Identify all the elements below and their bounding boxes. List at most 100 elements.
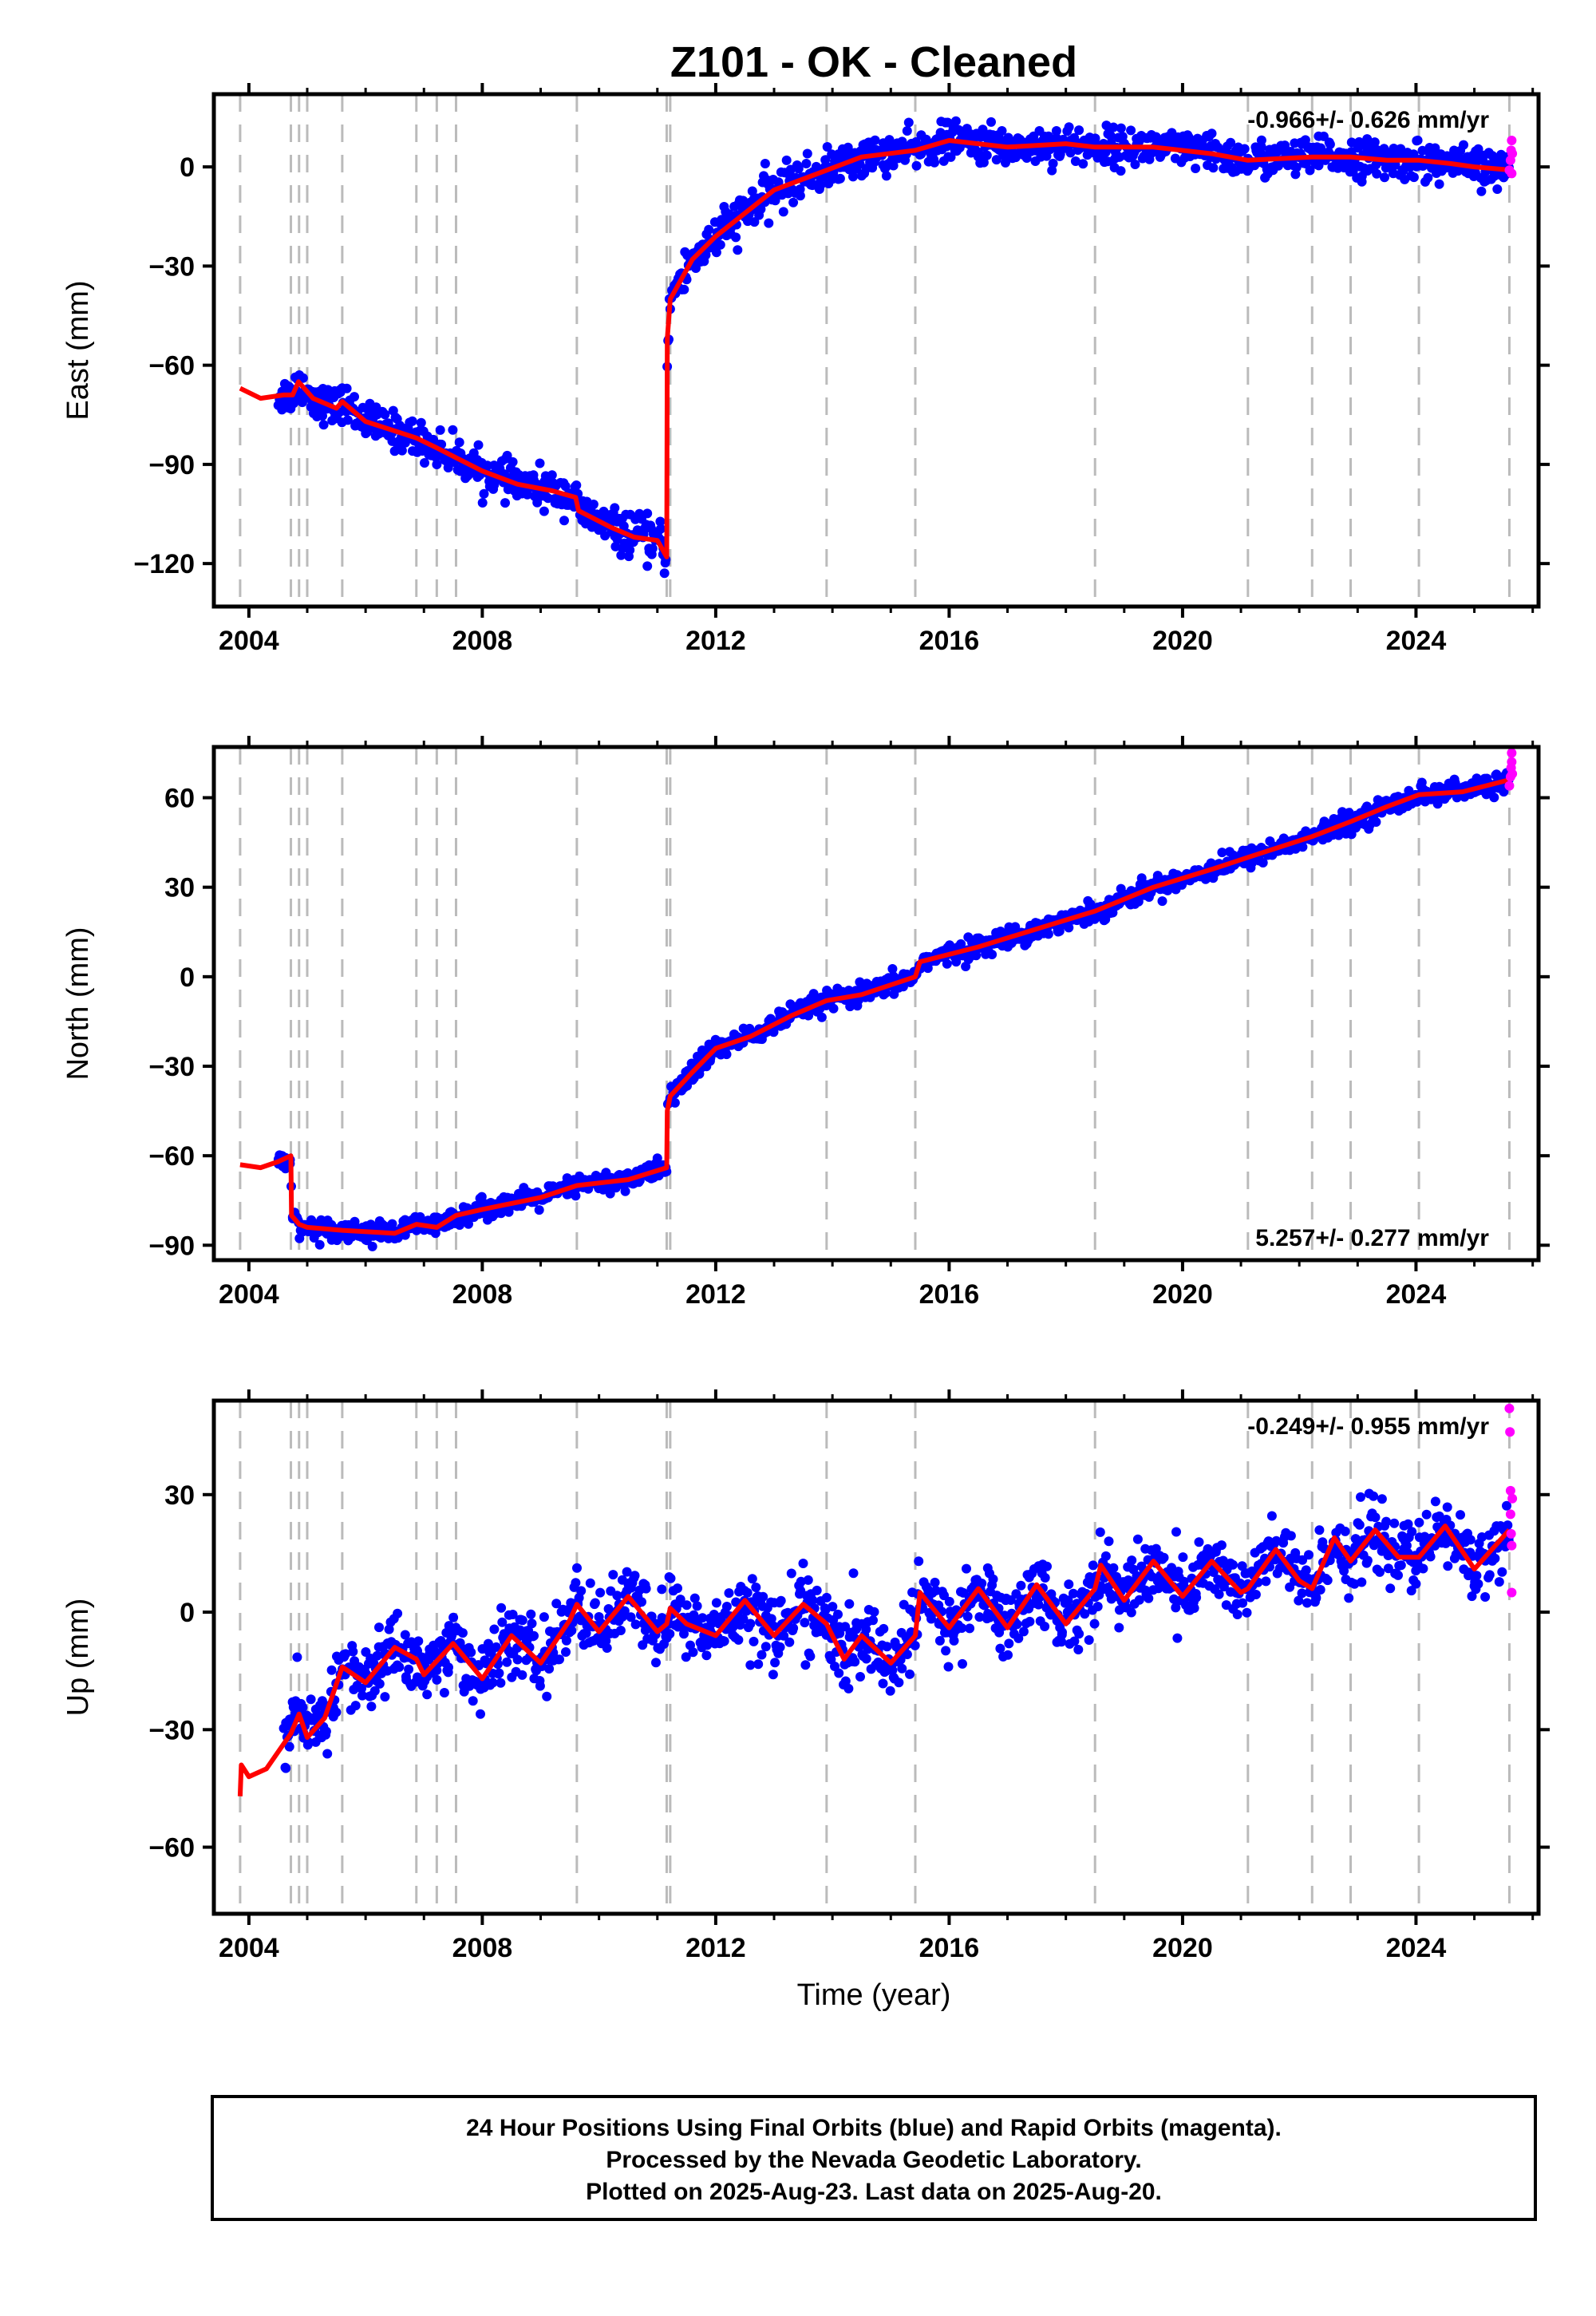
data-point (372, 1650, 382, 1661)
data-point (1468, 1551, 1478, 1561)
data-point (760, 1642, 771, 1652)
data-point (724, 1588, 734, 1599)
data-point (476, 1192, 487, 1202)
data-point (946, 152, 956, 162)
data-point (798, 1559, 808, 1568)
data-point (764, 218, 774, 228)
data-point (1105, 131, 1116, 141)
x-tick-label: 2016 (919, 1933, 980, 1963)
data-point (834, 1668, 844, 1678)
east-panel: 2004 2008 2012 2016 2020 2024 −120 −90 −60 −30 0 Ea… (61, 83, 1550, 656)
rapid-orbit-point (1507, 168, 1517, 179)
y-tick-label: 30 (164, 1480, 195, 1511)
data-point (930, 1577, 940, 1587)
data-point (494, 1668, 504, 1678)
data-point (618, 521, 629, 532)
data-point (1499, 787, 1509, 797)
y-tick-label: 60 (164, 784, 195, 814)
data-point (808, 1595, 818, 1606)
data-point (448, 425, 458, 435)
data-point (675, 1595, 685, 1605)
data-point (828, 1003, 839, 1014)
data-point (588, 500, 598, 509)
rapid-orbit-point (1504, 1403, 1515, 1413)
data-point (466, 1647, 476, 1658)
data-point (1063, 1595, 1073, 1606)
data-point (681, 1600, 692, 1611)
data-point (559, 516, 569, 526)
data-point (910, 1640, 920, 1650)
data-point (977, 1579, 987, 1588)
data-point (822, 142, 832, 152)
data-point (1406, 1586, 1416, 1596)
data-point (1442, 1502, 1452, 1512)
data-point (1191, 1592, 1202, 1603)
data-point (560, 481, 571, 492)
data-point (571, 480, 582, 490)
data-point (704, 224, 714, 235)
model-fit-line (239, 777, 1511, 1236)
data-point (1189, 1603, 1199, 1613)
x-axis-label: Time (year) (797, 1978, 951, 2012)
data-point (1497, 1567, 1507, 1577)
data-point (1074, 125, 1084, 136)
data-point (1042, 1561, 1052, 1571)
data-point (793, 164, 804, 174)
data-point (1214, 1589, 1224, 1599)
data-point (380, 409, 390, 420)
data-point (1116, 166, 1126, 176)
data-point (1013, 1633, 1024, 1643)
data-point (719, 1636, 729, 1646)
data-point (803, 1575, 813, 1585)
data-point (397, 445, 407, 456)
data-point (656, 524, 666, 534)
data-point (1136, 873, 1147, 883)
x-tick-label: 2012 (685, 1933, 746, 1963)
data-point (779, 1630, 789, 1641)
data-point (673, 1583, 682, 1594)
data-point (738, 1614, 749, 1624)
data-point (982, 150, 992, 160)
data-point (342, 415, 353, 425)
data-point (887, 1665, 898, 1675)
data-point (1064, 122, 1074, 132)
data-point (965, 1623, 975, 1634)
data-point (843, 142, 853, 152)
data-point (747, 1574, 757, 1584)
y-tick-label: 30 (164, 873, 195, 903)
data-point (517, 1670, 527, 1680)
data-point (697, 1613, 708, 1623)
data-point (1258, 858, 1268, 868)
data-point (512, 1654, 523, 1665)
data-point (610, 503, 620, 513)
data-point (833, 1609, 843, 1619)
data-point (384, 1624, 394, 1634)
data-point (1228, 1559, 1238, 1570)
data-point (366, 1701, 377, 1712)
data-point (1346, 137, 1357, 148)
data-point (435, 425, 445, 435)
data-point (526, 1609, 536, 1619)
x-tick-label: 2004 (219, 626, 279, 656)
data-point (1078, 159, 1088, 169)
data-point (535, 1681, 545, 1691)
data-point (701, 1650, 712, 1661)
data-point (1401, 1540, 1412, 1551)
data-point (1171, 1527, 1181, 1537)
data-point (848, 1568, 859, 1579)
x-tick-label: 2008 (452, 1933, 513, 1963)
data-point (1208, 163, 1219, 173)
data-point (1389, 1518, 1400, 1528)
rapid-orbit-point (1505, 1427, 1515, 1437)
data-point (1344, 1593, 1354, 1603)
data-point (1001, 157, 1010, 168)
data-point (1291, 162, 1302, 172)
data-point (942, 958, 952, 969)
data-point (1408, 149, 1419, 160)
data-point (800, 1618, 810, 1628)
data-point (1134, 1595, 1144, 1605)
data-point (715, 239, 725, 250)
data-point (547, 470, 557, 480)
data-point (670, 1097, 680, 1108)
